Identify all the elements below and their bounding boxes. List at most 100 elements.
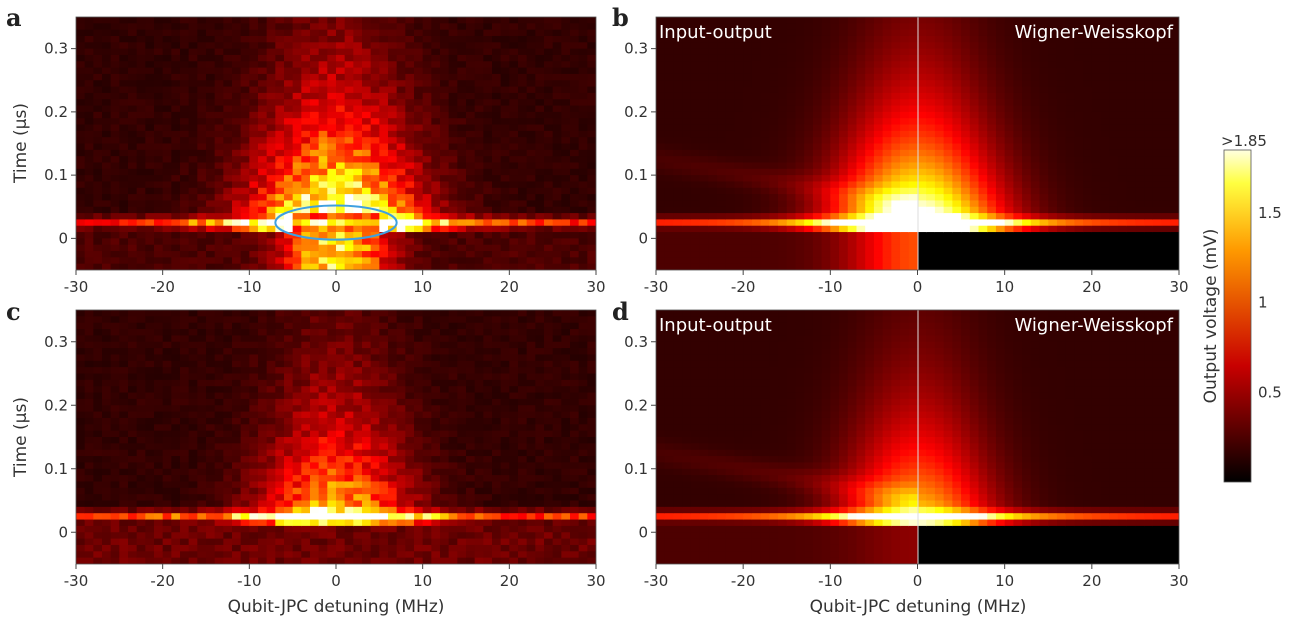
heatmap-cell bbox=[1030, 67, 1041, 75]
heatmap-cell bbox=[1126, 149, 1137, 157]
heatmap-cell bbox=[926, 29, 936, 37]
heatmap-cell bbox=[292, 130, 302, 138]
heatmap-cell bbox=[422, 206, 432, 214]
heatmap-cell bbox=[1135, 23, 1145, 31]
heatmap-cell bbox=[93, 238, 103, 246]
heatmap-cell bbox=[344, 156, 354, 164]
heatmap-cell bbox=[258, 86, 268, 94]
heatmap-cell bbox=[483, 238, 493, 246]
heatmap-cell bbox=[206, 118, 216, 126]
heatmap-cell bbox=[873, 54, 884, 62]
heatmap-cell bbox=[656, 162, 666, 170]
heatmap-cell bbox=[830, 111, 840, 119]
heatmap-cell bbox=[518, 181, 528, 189]
heatmap-cell bbox=[76, 487, 86, 495]
heatmap-cell bbox=[952, 17, 962, 24]
heatmap-cell bbox=[1109, 143, 1119, 151]
heatmap-cell bbox=[699, 200, 709, 208]
heatmap-cell bbox=[318, 42, 328, 50]
heatmap-cell bbox=[1022, 42, 1032, 50]
heatmap-cell bbox=[474, 162, 484, 170]
heatmap-cell bbox=[865, 124, 875, 132]
heatmap-cell bbox=[725, 175, 736, 183]
heatmap-cell bbox=[995, 61, 1006, 69]
heatmap-cell bbox=[1056, 251, 1067, 258]
heatmap-cell bbox=[1091, 244, 1102, 252]
heatmap-cell bbox=[1135, 35, 1145, 43]
heatmap-cell bbox=[1022, 175, 1032, 183]
heatmap-cell bbox=[284, 99, 294, 107]
heatmap-cell bbox=[84, 257, 94, 265]
heatmap-cell bbox=[327, 257, 337, 265]
heatmap-cell bbox=[561, 251, 571, 258]
heatmap-cell bbox=[483, 175, 493, 183]
heatmap-cell bbox=[128, 219, 138, 227]
heatmap-cell bbox=[344, 187, 354, 195]
heatmap-cell bbox=[145, 118, 155, 126]
heatmap-cell bbox=[578, 23, 588, 31]
heatmap-cell bbox=[1065, 118, 1075, 126]
heatmap-cell bbox=[379, 67, 389, 75]
heatmap-cell bbox=[526, 257, 536, 265]
heatmap-cell bbox=[978, 124, 988, 132]
heatmap-cell bbox=[812, 92, 823, 100]
heatmap-cell bbox=[188, 99, 198, 107]
heatmap-cell bbox=[422, 54, 432, 62]
heatmap-cell bbox=[1117, 54, 1128, 62]
heatmap-cell bbox=[561, 118, 571, 126]
heatmap-cell bbox=[370, 156, 380, 164]
heatmap-cell bbox=[240, 194, 250, 202]
heatmap-cell bbox=[1004, 80, 1014, 88]
heatmap-cell bbox=[136, 156, 146, 164]
heatmap-cell bbox=[570, 35, 580, 43]
heatmap-cell bbox=[84, 86, 94, 94]
heatmap-cell bbox=[682, 29, 692, 37]
heatmap-cell bbox=[656, 257, 666, 265]
heatmap-cell bbox=[804, 251, 814, 258]
heatmap-cell bbox=[1144, 156, 1154, 164]
heatmap-cell bbox=[405, 244, 415, 252]
heatmap-cell bbox=[466, 244, 476, 252]
heatmap-cell bbox=[882, 118, 892, 126]
heatmap-cell bbox=[1048, 257, 1058, 265]
heatmap-cell bbox=[214, 92, 224, 100]
heatmap-cell bbox=[206, 200, 216, 208]
heatmap-cell bbox=[1048, 162, 1058, 170]
heatmap-cell bbox=[544, 73, 554, 81]
heatmap-cell bbox=[795, 80, 805, 88]
heatmap-cell bbox=[1144, 244, 1154, 252]
heatmap-cell bbox=[171, 206, 181, 214]
heatmap-cell bbox=[690, 111, 701, 119]
heatmap-cell bbox=[1074, 17, 1084, 24]
heatmap-cell bbox=[327, 200, 337, 208]
heatmap-cell bbox=[1170, 23, 1179, 31]
heatmap-cell bbox=[1126, 67, 1137, 75]
heatmap-cell bbox=[900, 213, 910, 220]
heatmap-cell bbox=[370, 80, 380, 88]
heatmap-cell bbox=[1013, 80, 1023, 88]
heatmap-cell bbox=[249, 35, 259, 43]
heatmap-cell bbox=[474, 80, 484, 88]
heatmap-cell bbox=[1144, 149, 1154, 157]
heatmap-cell bbox=[93, 194, 103, 202]
heatmap-cell bbox=[76, 219, 86, 227]
heatmap-cell bbox=[492, 105, 502, 113]
heatmap-cell bbox=[1126, 251, 1137, 258]
heatmap-cell bbox=[414, 29, 424, 37]
heatmap-cell bbox=[292, 200, 302, 208]
heatmap-cell bbox=[725, 143, 736, 151]
heatmap-cell bbox=[873, 219, 884, 227]
heatmap-cell bbox=[795, 67, 805, 75]
heatmap-cell bbox=[856, 187, 866, 195]
heatmap-cell bbox=[987, 244, 997, 252]
heatmap-cell bbox=[431, 137, 441, 145]
heatmap-cell bbox=[751, 232, 762, 239]
heatmap-cell bbox=[93, 405, 103, 413]
heatmap-cell bbox=[535, 232, 545, 239]
heatmap-cell bbox=[76, 424, 86, 432]
heatmap-cell bbox=[995, 232, 1006, 239]
heatmap-cell bbox=[414, 187, 424, 195]
heatmap-cell bbox=[1039, 118, 1049, 126]
heatmap-cell bbox=[136, 124, 146, 132]
heatmap-cell bbox=[1039, 181, 1049, 189]
